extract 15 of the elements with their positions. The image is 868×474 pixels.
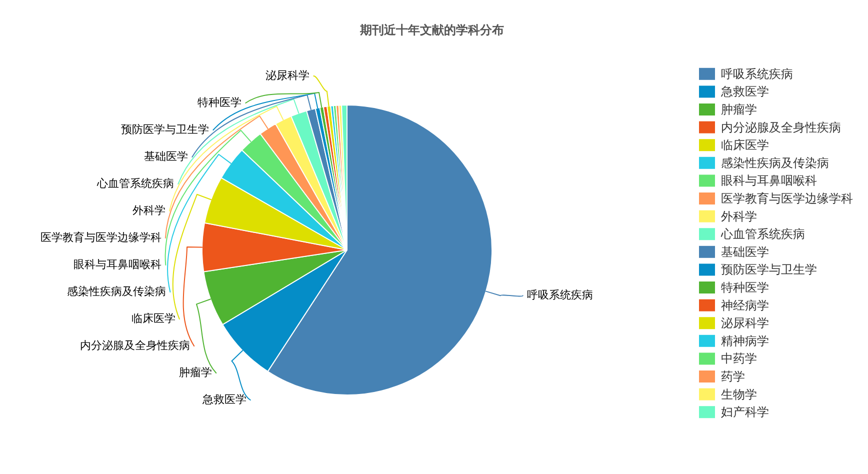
label: 呼吸系统疾病 [526, 290, 593, 302]
label: 心血管系统疾病 [97, 178, 174, 190]
label: 泌尿科学 [266, 70, 310, 82]
label: 基础医学 [144, 151, 188, 163]
label: 感染性疾病及传染病 [67, 286, 166, 298]
label: 急救医学 [202, 394, 246, 406]
label: 特种医学 [198, 97, 242, 109]
label: 预防医学与卫生学 [121, 124, 210, 136]
label: 肿瘤学 [179, 367, 212, 379]
label: 医学教育与医学边缘学科 [40, 232, 162, 244]
label: 眼科与耳鼻咽喉科 [74, 259, 162, 271]
label: 外科学 [132, 205, 166, 217]
label: 临床医学 [131, 313, 176, 325]
title: 期刊近十年文献的学科分布 [360, 23, 504, 37]
label: 内分泌腺及全身性疾病 [80, 340, 190, 352]
